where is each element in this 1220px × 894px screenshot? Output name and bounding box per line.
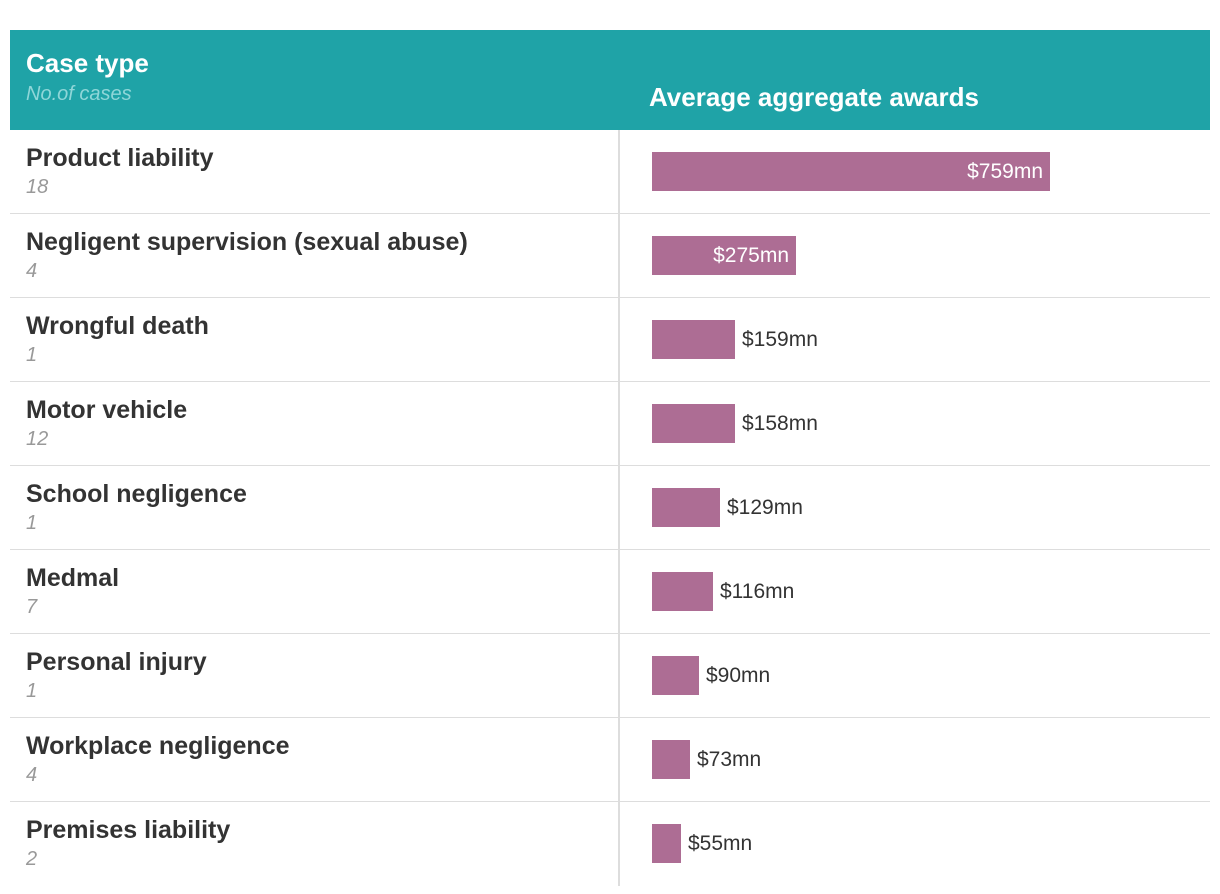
award-bar xyxy=(652,152,1050,191)
award-value-label: $90mn xyxy=(706,664,771,687)
awards-table: Case type No.of cases Average aggregate … xyxy=(10,30,1210,886)
table-row: Premises liability 2 $55mn xyxy=(10,802,1210,886)
case-type-label: Personal injury xyxy=(26,648,207,676)
case-count-value: 1 xyxy=(26,680,38,702)
award-bar xyxy=(652,656,699,695)
award-value-label: $116mn xyxy=(720,580,795,603)
case-type-label: Wrongful death xyxy=(26,312,209,340)
award-bar xyxy=(652,740,690,779)
case-type-label: Premises liability xyxy=(26,816,231,844)
table-header: Case type No.of cases Average aggregate … xyxy=(10,30,1210,130)
award-value-label: $73mn xyxy=(697,748,762,771)
table-row: School negligence 1 $129mn xyxy=(10,466,1210,550)
case-count-value: 18 xyxy=(26,176,49,198)
award-value-label: $159mn xyxy=(742,328,818,351)
case-count-value: 12 xyxy=(26,428,49,450)
table-row: Workplace negligence 4 $73mn xyxy=(10,718,1210,802)
case-type-label: Product liability xyxy=(26,144,214,172)
case-count-value: 7 xyxy=(26,596,38,618)
award-bar xyxy=(652,404,735,443)
case-count-value: 2 xyxy=(26,848,38,870)
case-type-label: Workplace negligence xyxy=(26,732,290,760)
award-value-label: $55mn xyxy=(688,832,753,855)
case-count-value: 1 xyxy=(26,512,38,534)
case-type-label: Negligent supervision (sexual abuse) xyxy=(26,228,468,256)
award-value-label: $759mn xyxy=(967,160,1043,183)
table-body: Product liability 18 $759mn Negligent super… xyxy=(10,130,1210,886)
table-row: Product liability 18 $759mn xyxy=(10,130,1210,214)
table-row: Motor vehicle 12 $158mn xyxy=(10,382,1210,466)
award-bar xyxy=(652,236,796,275)
case-type-header: Case type xyxy=(26,48,149,78)
table-row: Medmal 7 $116mn xyxy=(10,550,1210,634)
award-bar xyxy=(652,824,681,863)
award-value-label: $129mn xyxy=(727,496,803,519)
award-bar xyxy=(652,320,735,359)
average-awards-header: Average aggregate awards xyxy=(649,82,979,112)
case-count-value: 1 xyxy=(26,344,38,366)
table-row: Negligent supervision (sexual abuse) 4 $27… xyxy=(10,214,1210,298)
case-count-header: No.of cases xyxy=(26,83,132,105)
award-value-label: $275mn xyxy=(713,244,789,267)
case-count-value: 4 xyxy=(26,764,38,786)
award-bar xyxy=(652,488,720,527)
award-value-label: $158mn xyxy=(742,412,818,435)
column-divider xyxy=(618,130,620,886)
case-type-label: Medmal xyxy=(26,564,120,592)
case-count-value: 4 xyxy=(26,260,38,282)
table-row: Personal injury 1 $90mn xyxy=(10,634,1210,718)
award-bar xyxy=(652,572,713,611)
table-row: Wrongful death 1 $159mn xyxy=(10,298,1210,382)
case-type-label: Motor vehicle xyxy=(26,396,188,424)
case-type-label: School negligence xyxy=(26,480,247,508)
